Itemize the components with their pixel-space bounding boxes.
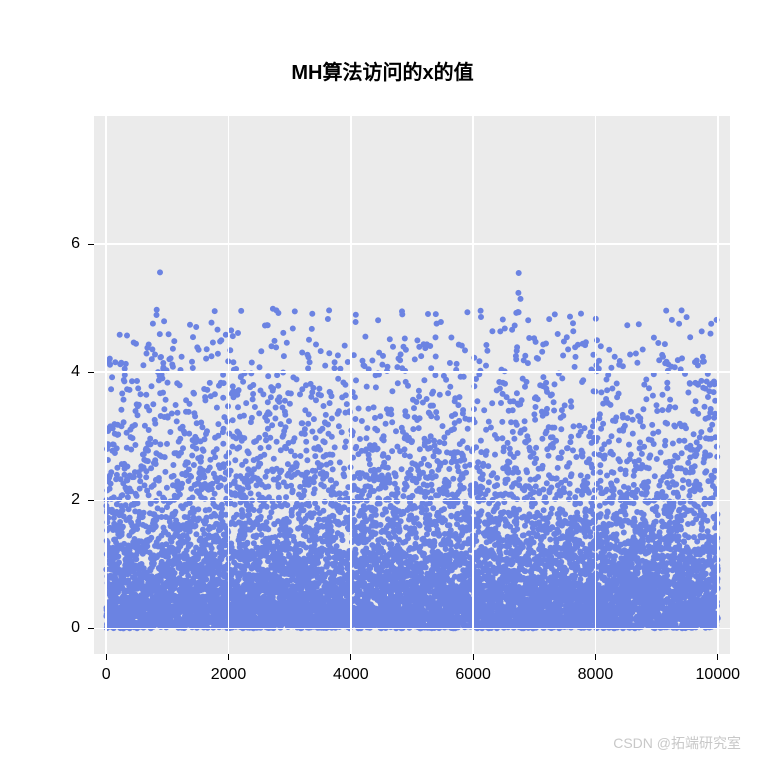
y-tick-label: 2 — [71, 491, 80, 509]
x-tick-label: 6000 — [455, 666, 491, 684]
grid-h — [94, 371, 730, 373]
y-tick-mark — [88, 628, 94, 629]
y-tick-mark — [88, 500, 94, 501]
x-tick-label: 0 — [102, 666, 111, 684]
x-tick-mark — [350, 654, 351, 660]
grid-v — [717, 116, 719, 654]
y-tick-label: 6 — [71, 235, 80, 253]
x-tick-label: 2000 — [211, 666, 247, 684]
grid-v — [228, 116, 230, 654]
x-tick-label: 8000 — [578, 666, 614, 684]
grid-v — [595, 116, 597, 654]
scatter-point-cloud — [103, 269, 721, 631]
watermark-text: CSDN @拓端研究室 — [613, 733, 741, 753]
grid-h — [94, 500, 730, 502]
grid-v — [472, 116, 474, 654]
y-tick-mark — [88, 244, 94, 245]
x-tick-label: 4000 — [333, 666, 369, 684]
x-tick-mark — [228, 654, 229, 660]
x-tick-mark — [106, 654, 107, 660]
grid-v — [105, 116, 107, 654]
x-tick-mark — [473, 654, 474, 660]
y-tick-label: 4 — [71, 363, 80, 381]
scatter-points — [94, 116, 730, 654]
grid-h — [94, 628, 730, 630]
chart-title: MH算法访问的x的值 — [0, 56, 765, 85]
x-tick-mark — [717, 654, 718, 660]
chart-container: MH算法访问的x的值 CSDN @拓端研究室 0 2000 4000 6000 8000… — [0, 0, 765, 765]
y-tick-mark — [88, 372, 94, 373]
y-tick-label: 0 — [71, 619, 80, 637]
x-tick-mark — [595, 654, 596, 660]
x-tick-label: 10000 — [696, 666, 741, 684]
plot-area — [94, 116, 730, 654]
grid-v — [350, 116, 352, 654]
grid-h — [94, 243, 730, 245]
